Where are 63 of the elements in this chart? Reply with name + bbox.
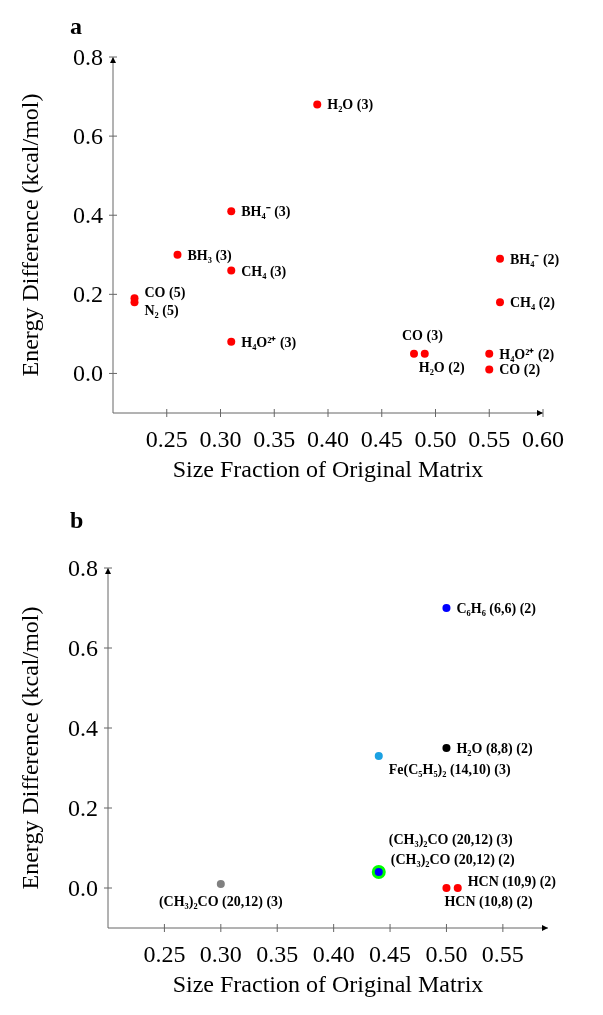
series-label: H₂O (2) [418,359,465,376]
y-tick-label: 0.2 [68,795,98,821]
series-label: H₄O²⁺ (3) [241,334,297,351]
x-tick-label: 0.45 [369,941,412,967]
point [410,349,418,358]
x-tick-label: 0.25 [143,941,186,967]
y-tick-label: 0.6 [73,123,103,150]
series-label: N₂ (5) [144,303,179,320]
point [227,337,236,346]
point [173,250,182,259]
series-label: CO (5) [144,285,186,302]
series-label: CH₄ (2) [510,295,556,312]
y-tick-label: 0.8 [68,555,98,581]
series-label: BH₄⁻ (3) [241,204,291,221]
y-tick-label: 0.0 [73,360,103,387]
series-label: CO (3) [402,327,444,344]
x-tick-label: 0.40 [307,426,349,452]
x-tick-label: 0.55 [468,426,511,452]
x-tick-label: 0.30 [199,941,242,967]
series-label: BH₃ (3) [187,247,233,264]
point [420,349,429,358]
series-label: (CH₃)₂CO (20,12) (2) [390,852,515,868]
y-tick-label: 0.4 [73,202,103,229]
series-label: BH₄⁻ (2) [510,251,560,268]
x-tick-label: 0.25 [145,426,188,452]
chart-title: a [70,13,82,39]
point [227,207,236,216]
x-tick-label: 0.50 [425,941,468,967]
series-label: C₆H₆ (6,6) (2) [456,601,537,617]
x-tick-label: 0.45 [360,426,403,452]
x-tick-label: 0.40 [312,941,355,967]
series-label: CO (2) [499,362,541,379]
point [227,266,236,275]
y-axis-title: Energy Difference (kcal/mol) [17,606,43,890]
y-tick-label: 0.6 [68,635,98,661]
point [496,254,504,263]
x-tick-label: 0.35 [253,426,296,452]
point [496,298,504,307]
point [485,365,494,374]
series-label: Fe(C₅H₅)₂ (14,10) (3) [388,762,511,778]
series-label: H₄O²⁺ (2) [499,346,555,363]
y-tick-label: 0.4 [68,715,98,741]
series-label: (CH₃)₂CO (20,12) (3) [388,832,513,848]
series-label: HCN (10,8) (2) [444,894,534,910]
series-label: HCN (10,9) (2) [467,874,557,890]
chart-title: b [70,507,84,533]
y-tick-label: 0.2 [73,281,103,308]
point [313,100,322,109]
x-axis-title: Size Fraction of Original Matrix [172,971,484,997]
x-tick-label: 0.30 [199,426,242,452]
series-label: CH₄ (3) [241,263,287,280]
point [485,349,494,358]
x-tick-label: 0.35 [256,941,299,967]
y-tick-label: 0.0 [68,875,98,901]
series-label: H₂O (3) [327,97,374,114]
x-axis-title: Size Fraction of Original Matrix [172,456,484,482]
y-tick-label: 0.8 [73,44,103,70]
y-axis-title: Energy Difference (kcal/mol) [17,93,43,377]
series-label: (CH₃)₂CO (20,12) (3) [158,894,284,910]
series-label: H₂O (8,8) (2) [456,741,533,757]
x-tick-label: 0.50 [414,426,457,452]
x-tick-label: 0.60 [522,426,564,452]
x-tick-label: 0.55 [481,941,524,967]
